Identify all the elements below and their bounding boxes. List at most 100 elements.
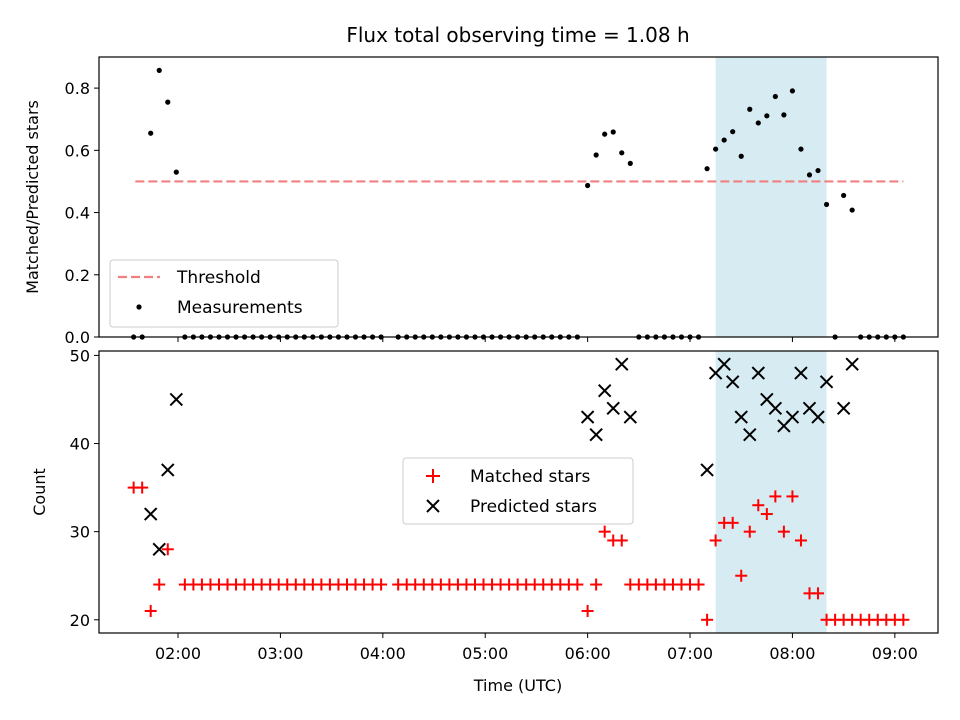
x-tick-label: 02:00 xyxy=(155,644,201,663)
matched-point xyxy=(735,569,748,582)
predicted-point xyxy=(152,542,166,556)
measurement-point xyxy=(747,106,753,112)
top-y-tick-label: 0.2 xyxy=(65,266,90,285)
chart-title: Flux total observing time = 1.08 h xyxy=(346,23,689,47)
measurement-point xyxy=(806,172,813,178)
measurement-point xyxy=(755,120,761,126)
top-y-tick-label: 0.4 xyxy=(65,204,90,223)
bottom-y-axis-label: Count xyxy=(30,468,49,516)
x-tick-label: 05:00 xyxy=(462,644,508,663)
bottom-y-tick-label: 50 xyxy=(70,346,90,365)
predicted-point xyxy=(580,410,595,424)
measurement-point xyxy=(789,88,796,94)
measurement-point xyxy=(156,67,162,73)
matched-point xyxy=(153,578,166,591)
top-panel: 0.00.20.40.60.8 Matched/Predicted stars … xyxy=(23,56,939,347)
top-legend-box xyxy=(109,259,339,328)
predicted-point xyxy=(794,366,808,380)
x-axis-label: Time (UTC) xyxy=(473,676,562,695)
measurement-point xyxy=(148,130,154,136)
x-tick-label: 07:00 xyxy=(667,644,713,663)
top-y-tick-label: 0.6 xyxy=(65,141,90,160)
x-tick-label: 06:00 xyxy=(565,644,611,663)
top-y-axis-label: Matched/Predicted stars xyxy=(23,100,42,294)
predicted-point xyxy=(845,357,859,371)
legend-predicted-swatch xyxy=(426,499,440,513)
predicted-point xyxy=(606,401,620,415)
matched-point xyxy=(794,534,807,547)
predicted-point xyxy=(836,401,851,415)
measurement-point xyxy=(619,150,625,156)
legend-matched-swatch xyxy=(426,469,440,483)
x-tick-label: 03:00 xyxy=(257,644,303,663)
measurement-point xyxy=(772,93,778,100)
bottom-x-axis: 02:00 03:00 04:00 05:00 06:00 07:00 08:00 09:00 xyxy=(155,633,918,663)
bottom-highlight-band xyxy=(715,351,827,633)
matched-point xyxy=(615,534,628,547)
predicted-point xyxy=(734,410,748,424)
measurement-point xyxy=(721,137,727,143)
measurement-point xyxy=(798,146,804,152)
predicted-point xyxy=(819,375,834,389)
top-highlight-band xyxy=(715,57,827,337)
top-legend: Threshold Measurements xyxy=(109,259,339,328)
matched-point xyxy=(777,525,790,538)
predicted-point xyxy=(169,392,184,407)
measurement-point xyxy=(610,129,616,135)
measurement-point xyxy=(781,112,787,118)
predicted-point xyxy=(615,357,629,371)
predicted-point xyxy=(743,428,757,442)
top-y-tick-label: 0.0 xyxy=(65,328,90,347)
matched-point xyxy=(161,543,174,556)
bottom-y-tick-label: 30 xyxy=(70,523,90,542)
predicted-point xyxy=(161,463,175,477)
bottom-legend: Matched stars Predicted stars xyxy=(402,457,634,525)
top-axes-frame xyxy=(98,56,939,338)
measurement-point xyxy=(593,152,599,158)
predicted-point xyxy=(811,410,825,424)
matched-point xyxy=(812,587,825,600)
predicted-point xyxy=(623,410,637,424)
matched-point xyxy=(375,578,388,591)
predicted-point xyxy=(597,383,612,398)
matched-point xyxy=(709,534,722,547)
matched-point xyxy=(692,578,705,591)
legend-threshold-label: Threshold xyxy=(176,268,261,288)
predicted-point xyxy=(700,463,714,477)
matched-point xyxy=(760,508,773,521)
measurement-point xyxy=(585,182,591,189)
measurement-point xyxy=(713,146,719,152)
matched-point xyxy=(581,604,594,617)
top-y-axis: 0.0 0.2 0.4 0.6 0.8 xyxy=(65,79,99,347)
matched-point xyxy=(743,525,756,538)
x-tick-label: 04:00 xyxy=(360,644,406,663)
matched-point xyxy=(571,578,584,591)
x-tick-label: 09:00 xyxy=(872,644,918,663)
measurement-point xyxy=(841,192,847,199)
matched-point xyxy=(144,604,157,617)
predicted-point xyxy=(768,401,783,415)
top-y-tick-label: 0.8 xyxy=(65,79,90,98)
matched-point xyxy=(598,525,611,538)
bottom-axes-frame xyxy=(98,350,939,634)
bottom-y-tick-label: 40 xyxy=(70,435,90,454)
bottom-y-axis: 20 30 40 50 xyxy=(70,346,99,630)
measurement-point xyxy=(764,113,770,119)
matched-point xyxy=(897,613,910,626)
bottom-plot-area xyxy=(127,357,910,626)
measurement-point xyxy=(815,167,821,174)
measurement-point xyxy=(165,99,171,105)
measurement-point xyxy=(730,129,736,135)
predicted-point xyxy=(589,428,603,442)
predicted-point xyxy=(717,357,731,371)
bottom-y-tick-label: 20 xyxy=(70,611,90,630)
measurement-point xyxy=(173,169,179,175)
predicted-point xyxy=(143,507,158,521)
legend-measurements-label: Measurements xyxy=(177,298,303,318)
matched-point xyxy=(769,490,782,503)
x-tick-label: 08:00 xyxy=(769,644,815,663)
measurement-point xyxy=(823,201,830,208)
legend-predicted-label: Predicted stars xyxy=(470,497,597,517)
predicted-point xyxy=(751,366,765,380)
